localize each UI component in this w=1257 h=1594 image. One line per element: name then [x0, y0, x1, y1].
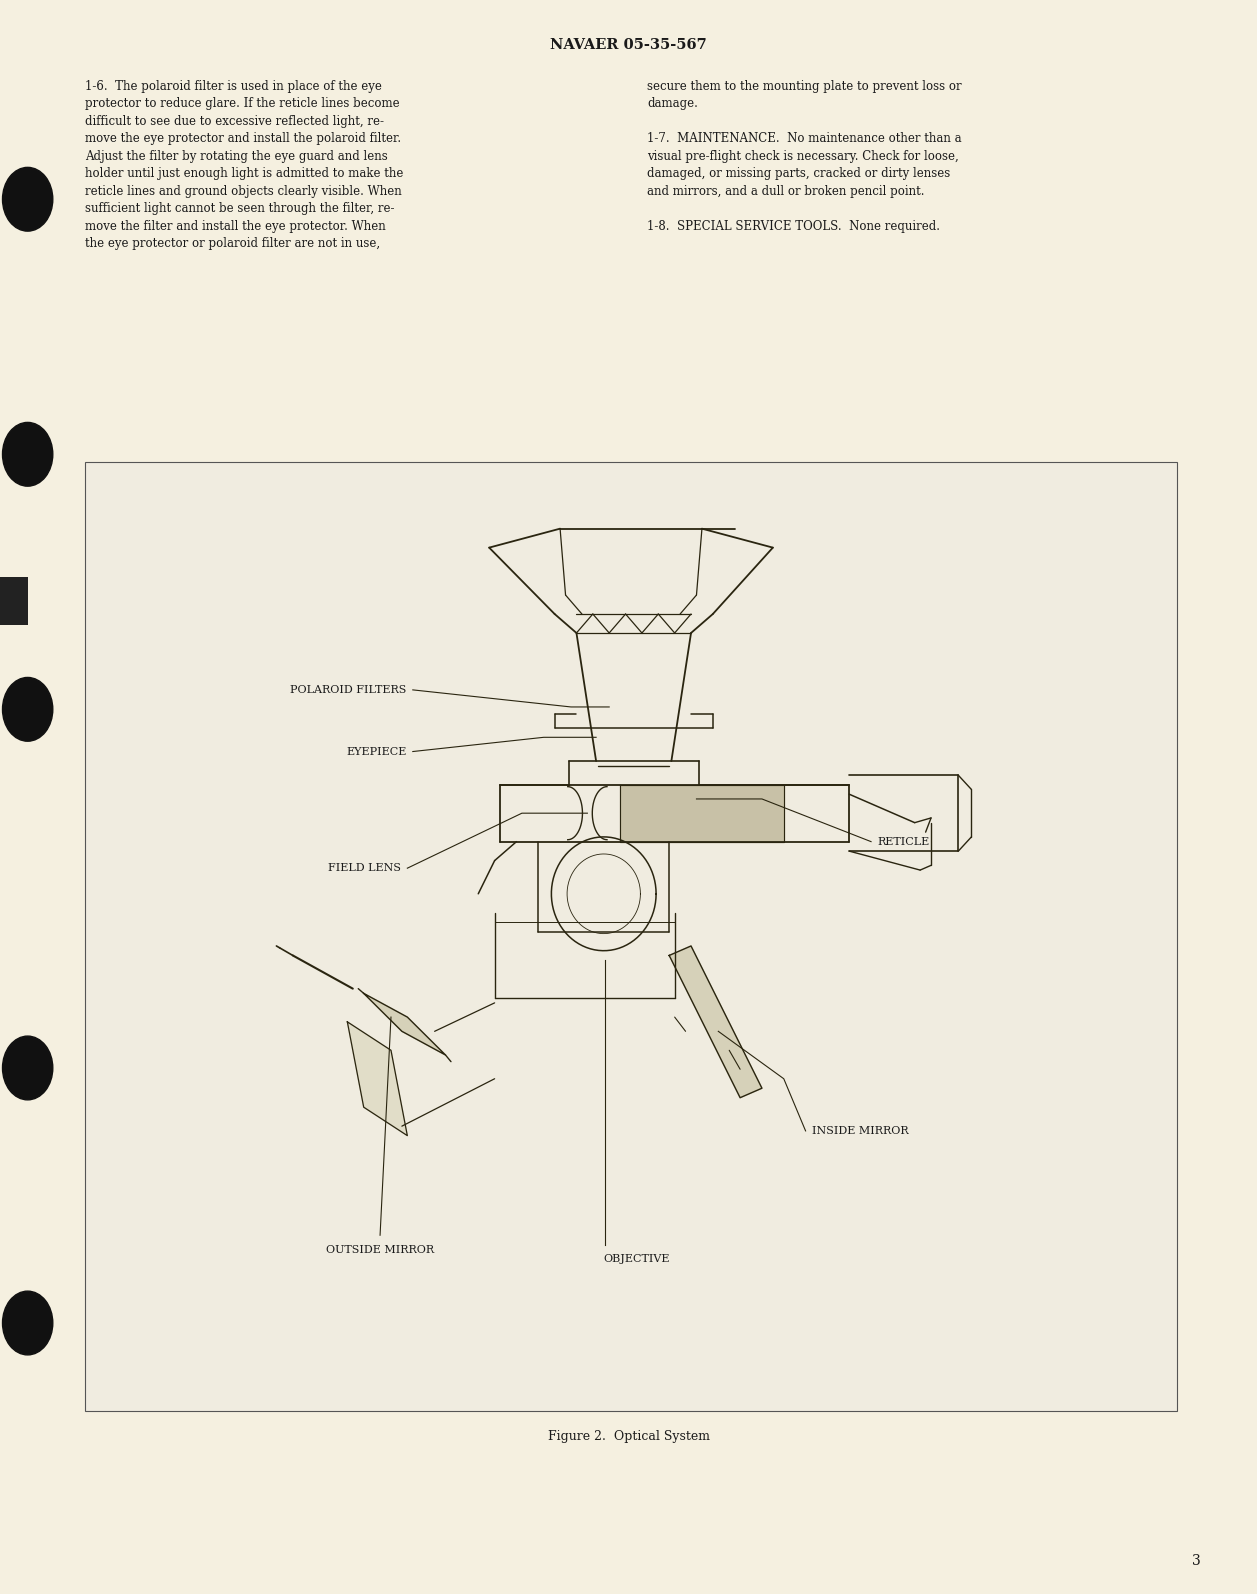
Text: secure them to the mounting plate to prevent loss or
damage.

1-7.  MAINTENANCE.: secure them to the mounting plate to pre…	[647, 80, 962, 233]
Polygon shape	[620, 784, 784, 842]
Text: FIELD LENS: FIELD LENS	[328, 864, 401, 874]
Text: Figure 2.  Optical System: Figure 2. Optical System	[548, 1430, 709, 1443]
Circle shape	[3, 677, 53, 741]
Text: 1-6.  The polaroid filter is used in place of the eye
protector to reduce glare.: 1-6. The polaroid filter is used in plac…	[85, 80, 403, 250]
Polygon shape	[669, 945, 762, 1098]
Text: 3: 3	[1192, 1554, 1200, 1568]
Bar	[85, 462, 1177, 1411]
Bar	[0, 577, 28, 625]
Polygon shape	[363, 993, 445, 1055]
Polygon shape	[347, 1022, 407, 1135]
Circle shape	[3, 1291, 53, 1355]
Text: RETICLE: RETICLE	[877, 837, 930, 846]
Text: EYEPIECE: EYEPIECE	[346, 746, 406, 757]
Circle shape	[3, 167, 53, 231]
Text: NAVAER 05-35-567: NAVAER 05-35-567	[551, 38, 706, 53]
Circle shape	[3, 1036, 53, 1100]
Text: OUTSIDE MIRROR: OUTSIDE MIRROR	[326, 1245, 434, 1254]
Text: OBJECTIVE: OBJECTIVE	[603, 1254, 670, 1264]
Text: POLAROID FILTERS: POLAROID FILTERS	[290, 685, 406, 695]
Circle shape	[3, 422, 53, 486]
Text: INSIDE MIRROR: INSIDE MIRROR	[812, 1125, 909, 1137]
